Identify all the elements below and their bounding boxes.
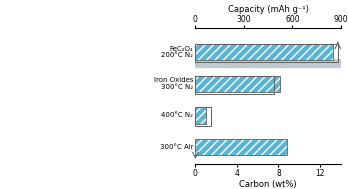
Bar [195, 44, 338, 62]
Bar [195, 139, 287, 155]
Bar [195, 107, 206, 124]
X-axis label: Capacity (mAh g⁻¹): Capacity (mAh g⁻¹) [228, 5, 308, 14]
Bar [195, 107, 206, 124]
Bar [195, 75, 280, 92]
Bar [195, 107, 211, 125]
X-axis label: Carbon (wt%): Carbon (wt%) [239, 180, 297, 189]
Bar [195, 75, 280, 92]
Bar [195, 44, 333, 60]
Bar [195, 75, 275, 94]
Bar [195, 59, 341, 67]
Bar [195, 44, 333, 60]
Bar [195, 139, 287, 155]
